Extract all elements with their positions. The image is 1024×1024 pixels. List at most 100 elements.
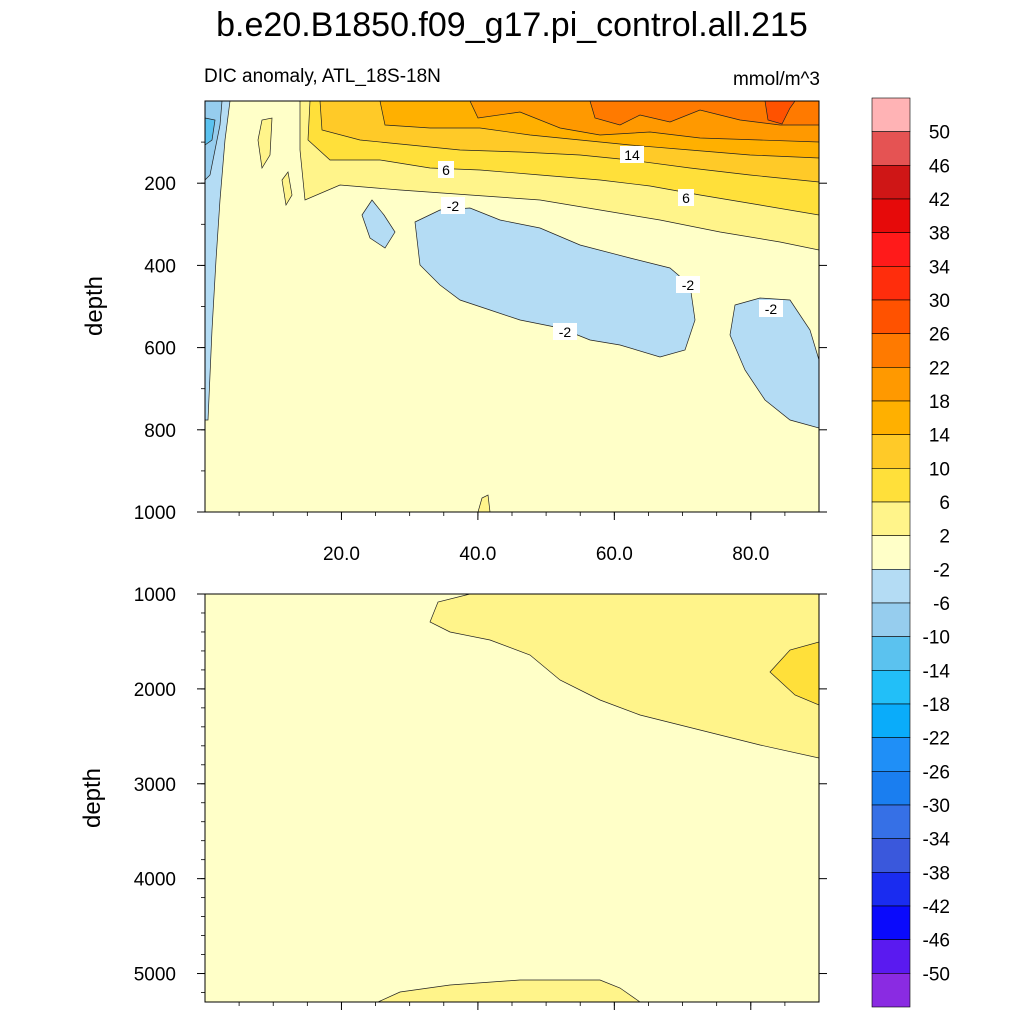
upper-y-tick-label: 600 [144,339,176,360]
colorbar-swatch [871,299,911,334]
colorbar-label: -42 [923,897,950,918]
contour-2-lower-band [429,594,819,759]
contour-label: -2 [765,301,778,317]
contour-2-patch [281,171,293,207]
colorbar-label: -6 [933,594,950,615]
contour-26-band [764,101,796,125]
colorbar-swatch [871,838,911,873]
colorbar-label: -30 [923,796,950,817]
colorbar-label: 46 [929,156,950,177]
colorbar-swatch [871,198,911,233]
colorbar-swatch [871,973,911,1008]
colorbar-swatch [871,939,911,974]
colorbar-label: -18 [923,695,950,716]
colorbar-label: -26 [923,762,950,783]
colorbar-swatch [871,97,911,132]
upper-x-tick-label: 20.0 [323,544,360,565]
upper-y-axis-label: depth [81,276,108,336]
colorbar-swatch [871,266,911,301]
contour-label: -2 [682,277,695,293]
colorbar-swatch [871,703,911,738]
upper-y-tick-label: 200 [144,174,176,195]
lower-panel: 1000 2000 3000 4000 5000 depth [79,585,827,1010]
colorbar-swatch [871,165,911,200]
lower-y-tick-label: 4000 [134,870,176,891]
colorbar-swatch [871,872,911,907]
colorbar-label: 38 [929,224,950,245]
contour-label-bg [441,197,465,214]
contour-neg2-lens-small [361,199,396,249]
colorbar-label: 22 [929,358,950,379]
chart-title: b.e20.B1850.f09_g17.pi_control.all.215 [216,6,808,44]
contour-label: -2 [559,324,572,340]
colorbar-label: 6 [939,493,950,514]
colorbar-label: -2 [933,560,950,581]
upper-x-tick-label: 40.0 [459,544,496,565]
contour-label: -2 [447,198,460,214]
units-label: mmol/m^3 [733,69,820,90]
colorbar-label: -50 [923,964,950,985]
contour-neg2-west [205,101,231,421]
upper-y-tick-label: 400 [144,256,176,277]
colorbar-label: -10 [923,628,950,649]
upper-panel: 20.0 40.0 60.0 80.0 200 400 600 800 1000 depth 6… [81,100,827,565]
colorbar-label: -46 [923,931,950,952]
contour-label-bg [759,300,783,317]
colorbar-swatch [871,232,911,267]
lower-y-tick-label: 3000 [134,775,176,796]
colorbar-swatch [871,737,911,772]
contour-2-patch [257,117,273,170]
colorbar-swatch [871,131,911,166]
colorbar-label: 30 [929,291,950,312]
contour-2-bottom [377,979,641,1002]
colorbar-swatch [871,333,911,368]
contour-label-bg [438,161,454,178]
colorbar-swatch [871,367,911,402]
colorbar-swatch [871,535,911,570]
contour-label: 14 [624,147,640,163]
colorbar-swatch [871,468,911,503]
colorbar-label: -38 [923,863,950,884]
colorbar-swatch [871,501,911,536]
contour-label: 6 [442,162,450,178]
contour-label-bg [676,276,700,293]
contour-neg10-west [205,117,216,146]
colorbar-swatch [871,771,911,806]
contour-label-bg [678,189,694,206]
colorbar-swatch [871,636,911,671]
colorbar-swatch [871,602,911,637]
colorbar-swatch [871,569,911,604]
chart-subtitle: DIC anomaly, ATL_18S-18N [204,66,441,87]
contour-2-patch [477,494,491,512]
colorbar-swatch [871,670,911,705]
colorbar-label: 26 [929,325,950,346]
colorbar: 50 46 42 38 34 30 26 22 18 14 10 6 2 -2 -6 -10 -14 -18 -22… [871,97,951,1008]
upper-y-tick-label: 800 [144,421,176,442]
contour-label: 6 [682,190,690,206]
upper-x-tick-label: 80.0 [732,544,769,565]
colorbar-label: 42 [929,190,950,211]
colorbar-swatch [871,905,911,940]
lower-y-tick-label: 5000 [134,965,176,986]
contour-neg2-east [729,297,819,429]
lower-y-tick-label: 2000 [134,680,176,701]
upper-y-tick-label: 1000 [134,503,176,524]
colorbar-swatch [871,400,911,435]
colorbar-label: 18 [929,392,950,413]
colorbar-label: -22 [923,729,950,750]
colorbar-label: -14 [923,661,951,682]
lower-y-tick-label: 1000 [134,585,176,606]
contour-22-band [589,101,819,126]
colorbar-label: 34 [929,257,951,278]
colorbar-swatch [871,804,911,839]
contour-label-bg [553,323,577,340]
contour-6-lower-patch [769,641,819,706]
colorbar-label: 14 [929,426,951,447]
lower-y-axis-label: depth [79,768,106,828]
colorbar-label: 50 [929,123,950,144]
colorbar-label: -34 [923,830,951,851]
colorbar-label: 10 [929,459,950,480]
colorbar-swatch [871,434,911,469]
contour-label-bg [620,146,644,163]
